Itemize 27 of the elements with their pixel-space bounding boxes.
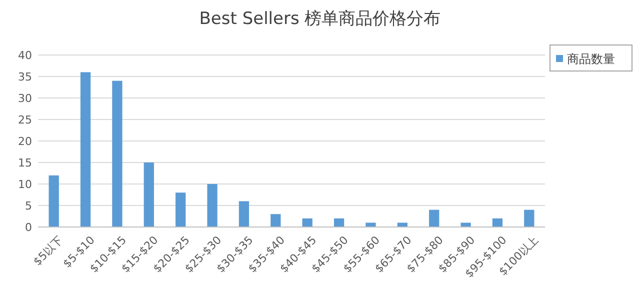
bar xyxy=(112,80,122,227)
bar xyxy=(144,162,154,227)
y-tick-label: 35 xyxy=(18,70,32,84)
y-tick-label: 0 xyxy=(25,221,32,234)
bar xyxy=(334,218,344,227)
y-tick-label: 5 xyxy=(25,200,32,212)
bar xyxy=(460,222,471,227)
chart-title: Best Sellers 榜单商品价格分布 xyxy=(199,9,441,29)
bar xyxy=(366,222,376,227)
bar xyxy=(492,218,503,227)
bar xyxy=(176,192,186,227)
y-tick-label: 15 xyxy=(18,156,32,170)
y-tick-label: 30 xyxy=(18,92,32,105)
bar xyxy=(397,222,408,227)
y-tick-label: 10 xyxy=(18,178,32,191)
y-tick-label: 20 xyxy=(18,135,32,148)
bar xyxy=(302,218,312,227)
bar xyxy=(48,175,59,227)
bar xyxy=(429,210,440,227)
y-tick-label: 25 xyxy=(18,114,32,126)
bar xyxy=(207,184,218,227)
legend-label: 商品数量 xyxy=(567,52,615,66)
bar xyxy=(524,210,534,227)
bar xyxy=(80,72,91,227)
bar xyxy=(238,201,250,227)
bar xyxy=(270,214,281,227)
y-tick-label: 40 xyxy=(18,49,32,62)
